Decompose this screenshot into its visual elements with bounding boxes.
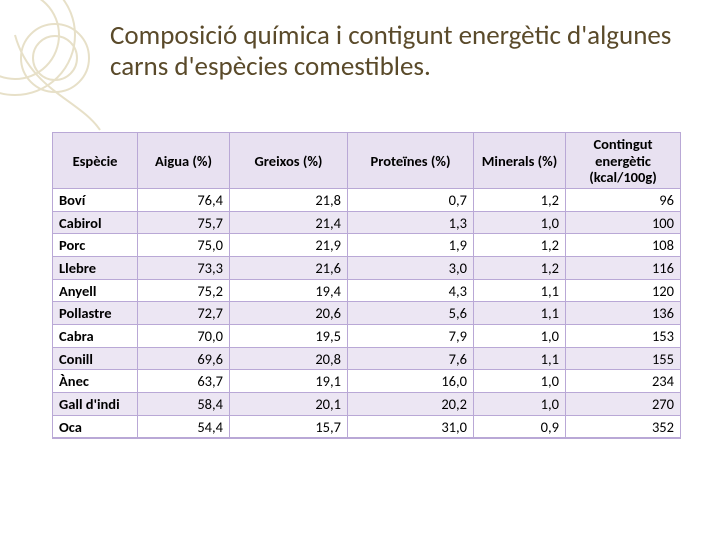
cell-value: 21,6 [230,257,348,280]
cell-value: 69,6 [138,347,230,370]
cell-value: 3,0 [348,257,474,280]
cell-value: 75,0 [138,234,230,257]
table-row: Ànec63,719,116,01,0234 [53,370,681,393]
table-row: Cabra70,019,57,91,0153 [53,325,681,348]
table-body: Boví76,421,80,71,296Cabirol75,721,41,31,… [53,189,681,439]
col-header-protein: Proteïnes (%) [348,133,474,189]
cell-value: 100 [566,211,681,234]
cell-value: 76,4 [138,189,230,212]
cell-value: 96 [566,189,681,212]
cell-species: Boví [53,189,138,212]
table-row: Llebre73,321,63,01,2116 [53,257,681,280]
col-header-fat: Greixos (%) [230,133,348,189]
cell-value: 1,1 [474,347,566,370]
cell-value: 1,0 [474,211,566,234]
cell-value: 136 [566,302,681,325]
cell-value: 75,7 [138,211,230,234]
cell-species: Pollastre [53,302,138,325]
table-row: Boví76,421,80,71,296 [53,189,681,212]
cell-species: Cabra [53,325,138,348]
cell-species: Oca [53,415,138,438]
cell-value: 20,8 [230,347,348,370]
cell-species: Llebre [53,257,138,280]
cell-value: 20,1 [230,393,348,416]
cell-species: Ànec [53,370,138,393]
table-row: Oca54,415,731,00,9352 [53,415,681,438]
cell-value: 75,2 [138,279,230,302]
col-header-energy: Contingut energètic (kcal/100g) [566,133,681,189]
composition-table-wrap: Espècie Aigua (%) Greixos (%) Proteïnes … [52,132,680,439]
cell-value: 19,1 [230,370,348,393]
col-header-water: Aigua (%) [138,133,230,189]
cell-value: 21,9 [230,234,348,257]
cell-value: 1,3 [348,211,474,234]
cell-value: 63,7 [138,370,230,393]
cell-value: 1,9 [348,234,474,257]
cell-value: 20,2 [348,393,474,416]
table-header-row: Espècie Aigua (%) Greixos (%) Proteïnes … [53,133,681,189]
cell-value: 19,5 [230,325,348,348]
table-row: Anyell75,219,44,31,1120 [53,279,681,302]
cell-value: 1,0 [474,393,566,416]
cell-value: 1,1 [474,302,566,325]
table-row: Pollastre72,720,65,61,1136 [53,302,681,325]
cell-value: 1,2 [474,234,566,257]
cell-value: 21,4 [230,211,348,234]
cell-value: 153 [566,325,681,348]
cell-value: 1,2 [474,257,566,280]
cell-value: 54,4 [138,415,230,438]
cell-value: 7,9 [348,325,474,348]
cell-value: 1,2 [474,189,566,212]
cell-value: 5,6 [348,302,474,325]
cell-value: 1,0 [474,370,566,393]
cell-value: 1,0 [474,325,566,348]
table-row: Conill69,620,87,61,1155 [53,347,681,370]
col-header-species: Espècie [53,133,138,189]
cell-value: 58,4 [138,393,230,416]
cell-value: 16,0 [348,370,474,393]
table-row: Gall d'indi58,420,120,21,0270 [53,393,681,416]
cell-value: 7,6 [348,347,474,370]
cell-value: 19,4 [230,279,348,302]
cell-value: 108 [566,234,681,257]
col-header-minerals: Minerals (%) [474,133,566,189]
cell-value: 120 [566,279,681,302]
cell-value: 0,9 [474,415,566,438]
cell-value: 31,0 [348,415,474,438]
cell-value: 1,1 [474,279,566,302]
cell-value: 15,7 [230,415,348,438]
cell-value: 352 [566,415,681,438]
cell-value: 70,0 [138,325,230,348]
page-title: Composició química i contigunt energètic… [110,20,680,82]
composition-table: Espècie Aigua (%) Greixos (%) Proteïnes … [52,132,681,439]
cell-species: Porc [53,234,138,257]
cell-value: 73,3 [138,257,230,280]
cell-value: 4,3 [348,279,474,302]
cell-species: Conill [53,347,138,370]
cell-species: Anyell [53,279,138,302]
cell-value: 155 [566,347,681,370]
cell-value: 270 [566,393,681,416]
cell-value: 21,8 [230,189,348,212]
cell-species: Gall d'indi [53,393,138,416]
cell-value: 116 [566,257,681,280]
table-row: Cabirol75,721,41,31,0100 [53,211,681,234]
cell-value: 72,7 [138,302,230,325]
cell-value: 20,6 [230,302,348,325]
table-row: Porc75,021,91,91,2108 [53,234,681,257]
cell-species: Cabirol [53,211,138,234]
cell-value: 0,7 [348,189,474,212]
cell-value: 234 [566,370,681,393]
